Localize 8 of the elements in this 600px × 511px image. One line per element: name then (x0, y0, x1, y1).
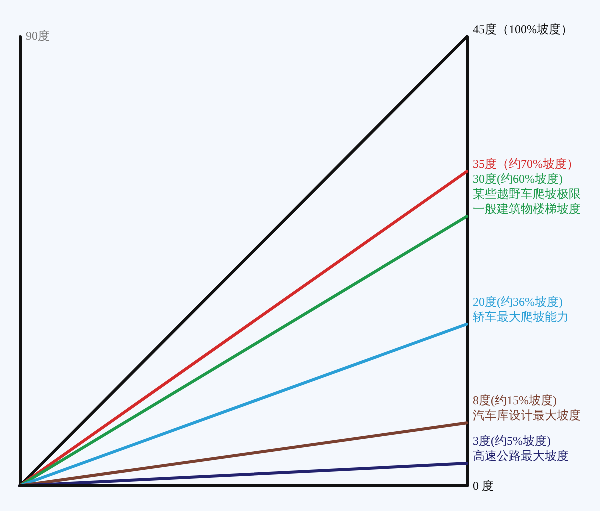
series-label: 0 度 (473, 479, 494, 493)
series-label: 8度(约15%坡度)汽车库设计最大坡度 (473, 394, 581, 423)
annotation: 90度 (26, 29, 50, 43)
series-label: 30度(约60%坡度)某些越野车爬坡极限一般建筑物楼梯坡度 (473, 172, 581, 216)
series-label: 3度(约5%坡度)高速公路最大坡度 (473, 434, 569, 464)
series-label: 20度(约36%坡度)轿车最大爬坡能力 (473, 294, 569, 324)
series-label: 35度（约70%坡度） (473, 157, 579, 172)
series-label: 45度（100%坡度） (473, 22, 573, 36)
